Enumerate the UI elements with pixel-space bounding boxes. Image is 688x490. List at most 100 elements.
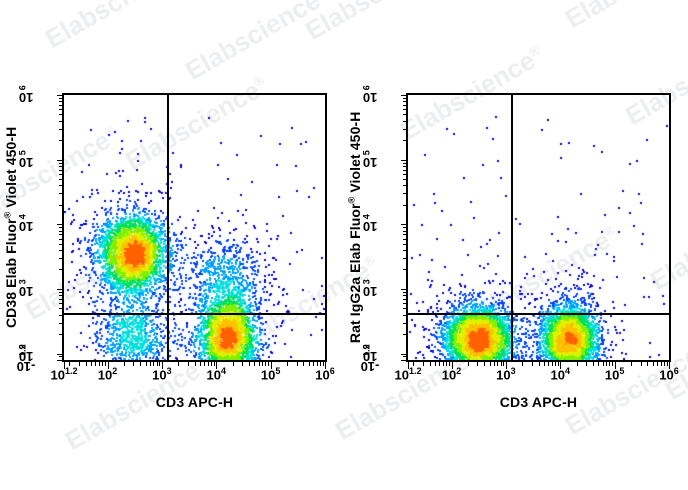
y-axis-tick-minor xyxy=(403,322,407,324)
x-axis-tick-major xyxy=(107,362,109,369)
x-axis-tick-minor xyxy=(443,362,445,366)
y-axis-tick-minor xyxy=(59,249,63,251)
y-axis-tick-minor xyxy=(403,165,407,167)
x-axis-tick-label: 101.2 xyxy=(50,366,78,383)
y-axis-tick-minor xyxy=(59,295,63,297)
x-axis-tick-minor xyxy=(308,362,310,366)
x-axis-tick-minor xyxy=(312,362,314,366)
y-axis-tick-minor xyxy=(59,162,63,164)
y-axis-tick-minor xyxy=(403,173,407,175)
x-axis-tick-minor xyxy=(159,362,161,366)
y-axis-tick-minor xyxy=(403,204,407,206)
x-axis-tick-minor xyxy=(647,362,649,366)
y-axis-tick-minor xyxy=(59,291,63,293)
y-axis-tick-minor xyxy=(59,105,63,106)
y-axis-tick-minor xyxy=(403,291,407,293)
x-axis-title-left: CD3 APC-H xyxy=(155,394,234,410)
x-axis-tick-minor xyxy=(319,362,321,366)
y-axis-tick-minor xyxy=(403,101,407,103)
y-axis-tick-major xyxy=(57,95,64,96)
y-axis-tick-minor xyxy=(403,230,407,232)
x-axis-tick-minor xyxy=(602,362,604,366)
x-axis-tick-minor xyxy=(145,362,147,366)
x-axis-tick-minor xyxy=(503,362,505,366)
y-axis-tick-minor xyxy=(59,204,63,206)
y-axis-tick-label: 106 xyxy=(17,85,34,106)
x-axis-tick-minor xyxy=(69,362,71,366)
x-axis-tick-minor xyxy=(557,362,559,366)
y-axis-tick-major xyxy=(57,353,64,355)
y-axis-tick-label: 104 xyxy=(361,214,378,235)
y-axis-tick-minor xyxy=(59,230,63,232)
quadrant-gate-vertical-right[interactable] xyxy=(511,95,513,360)
x-axis-tick-minor xyxy=(156,362,158,366)
x-axis-tick-minor xyxy=(102,362,104,366)
y-axis-tick-minor xyxy=(403,114,407,116)
y-axis-title-left-suffix: Violet 450-H xyxy=(3,126,20,212)
quadrant-gate-vertical-left[interactable] xyxy=(167,95,169,360)
x-axis-tick-label: 106 xyxy=(659,366,679,383)
x-axis-tick-minor xyxy=(316,362,318,366)
x-axis-tick-minor xyxy=(606,362,608,366)
x-axis-tick-minor xyxy=(140,362,142,366)
y-axis-tick-minor xyxy=(403,269,407,271)
y-axis-title-left-text: CD38 Elab Fluor xyxy=(3,218,20,329)
y-axis-tick-major xyxy=(401,224,408,226)
x-axis-title-right: CD3 APC-H xyxy=(499,394,578,410)
quadrant-gate-horizontal-left[interactable] xyxy=(64,313,325,315)
y-axis-tick-minor xyxy=(59,173,63,175)
y-axis-tick-label: 105 xyxy=(361,149,378,170)
y-axis-tick-minor xyxy=(403,140,407,142)
y-axis-tick-label: 102 xyxy=(361,343,378,364)
density-scatter-canvas-right xyxy=(408,95,669,360)
x-axis-tick-label: 104 xyxy=(550,366,570,383)
y-axis-tick-minor xyxy=(59,120,63,122)
x-axis-tick-minor xyxy=(429,362,431,366)
registered-mark-icon: ® xyxy=(346,196,357,204)
x-axis-tick-minor xyxy=(413,362,415,366)
x-axis-tick-minor xyxy=(254,362,256,366)
y-axis-tick-minor xyxy=(403,185,407,187)
x-axis-tick-minor xyxy=(133,362,135,366)
quadrant-gate-horizontal-right[interactable] xyxy=(408,313,669,315)
x-axis-tick-label: 102 xyxy=(97,366,118,383)
y-axis-tick-minor xyxy=(59,322,63,324)
x-axis-tick-minor xyxy=(554,362,556,366)
y-axis-tick-minor xyxy=(59,356,63,358)
scatter-area-right xyxy=(408,95,669,360)
x-axis-tick-minor xyxy=(500,362,502,366)
x-axis-tick-minor xyxy=(79,362,81,366)
y-axis-tick-minor xyxy=(403,298,407,300)
y-axis-tick-label: 103 xyxy=(17,279,34,299)
y-axis-tick-minor xyxy=(59,314,63,316)
x-axis-tick-minor xyxy=(522,362,524,366)
y-axis-tick-minor xyxy=(403,105,407,106)
y-axis-tick-major xyxy=(401,95,408,96)
x-axis-tick-major xyxy=(270,362,272,369)
y-axis-tick-minor xyxy=(403,303,407,305)
x-axis-tick-major xyxy=(669,362,670,369)
x-axis-tick-minor xyxy=(666,362,668,366)
x-axis-tick-minor xyxy=(194,362,196,366)
y-axis-tick-minor xyxy=(59,109,63,111)
x-axis-tick-minor xyxy=(423,362,425,366)
scatter-area-left xyxy=(64,95,325,360)
y-axis-tick-minor xyxy=(403,243,407,245)
y-axis-tick-minor xyxy=(59,140,63,142)
x-axis-tick-minor xyxy=(551,362,553,366)
x-axis-tick-minor xyxy=(199,362,201,366)
plot-panel-left: CD38 Elab Fluor® Violet 450-H CD3 APC-H … xyxy=(3,85,335,410)
x-axis-tick-label: 103 xyxy=(152,366,172,383)
x-axis-tick-minor xyxy=(660,362,662,366)
plot-frame-right xyxy=(406,93,671,362)
x-axis-tick-major xyxy=(408,362,409,369)
y-axis-tick-major xyxy=(57,159,64,161)
x-axis-tick-minor xyxy=(232,362,234,366)
x-axis-tick-minor xyxy=(497,362,499,366)
x-axis-tick-minor xyxy=(248,362,250,366)
y-axis-tick-minor xyxy=(403,249,407,251)
x-axis-tick-major xyxy=(161,362,163,369)
x-axis-tick-minor xyxy=(484,362,486,366)
y-axis-tick-minor xyxy=(59,227,63,229)
x-axis-tick-minor xyxy=(204,362,206,366)
